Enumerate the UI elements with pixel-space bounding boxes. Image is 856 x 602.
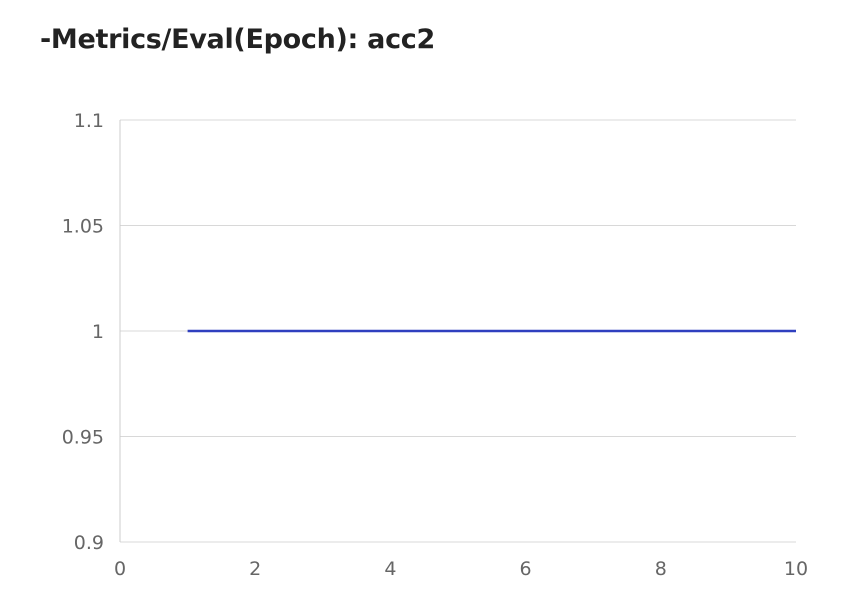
chart-title: -Metrics/Eval(Epoch): acc2 (40, 24, 435, 55)
y-tick-label: 0.95 (62, 427, 104, 449)
x-tick-label: 8 (655, 558, 667, 580)
x-tick-label: 4 (384, 558, 396, 580)
x-tick-label: 6 (520, 558, 532, 580)
x-tick-label: 2 (249, 558, 261, 580)
y-tick-label: 1 (92, 321, 104, 343)
y-tick-label: 0.9 (74, 532, 104, 554)
x-tick-label: 0 (114, 558, 126, 580)
x-tick-label: 10 (784, 558, 808, 580)
y-tick-label: 1.1 (74, 110, 104, 132)
y-tick-label: 1.05 (62, 216, 104, 238)
tick-labels: 0.9 0.95 1 1.05 1.1 0 2 4 6 8 10 (62, 110, 808, 580)
